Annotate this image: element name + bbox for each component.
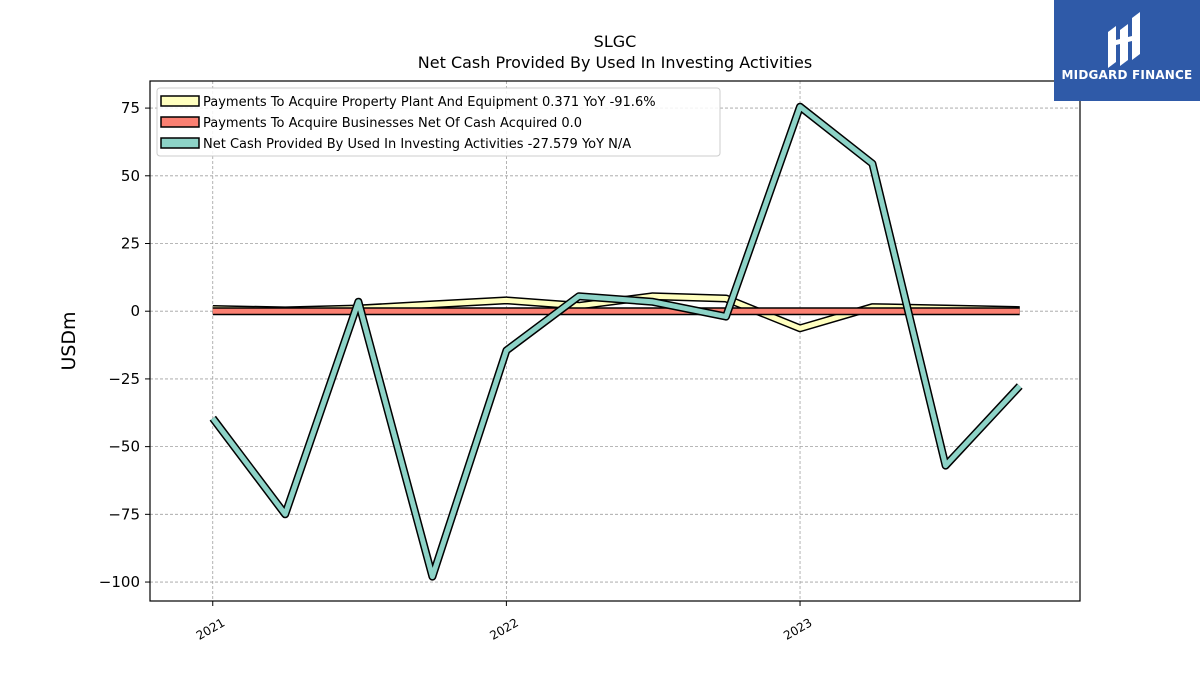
x-tick-label: 2021 (194, 615, 227, 642)
legend-swatch (160, 95, 200, 107)
y-tick-label: −100 (99, 573, 140, 591)
grid (150, 81, 1080, 601)
series-layer (209, 102, 1023, 581)
y-tick-label: 75 (121, 99, 140, 117)
y-tick-label: −75 (108, 505, 140, 523)
series-3 (209, 102, 1023, 581)
legend-swatch (160, 116, 200, 128)
y-tick-label: 50 (121, 167, 140, 185)
y-tick-label: −25 (108, 370, 140, 388)
legend-entry: Payments To Acquire Businesses Net Of Ca… (203, 116, 582, 131)
series-line (210, 104, 1022, 580)
brand-logo: MIDGARD FINANCE (1054, 0, 1200, 101)
legend: Payments To Acquire Property Plant And E… (156, 87, 721, 157)
legend-entry: Payments To Acquire Property Plant And E… (203, 95, 656, 110)
x-tick-label: 2023 (781, 615, 814, 642)
x-tick-label: 2022 (487, 615, 520, 642)
y-axis-label: USDm (58, 311, 80, 370)
chart-subtitle: Net Cash Provided By Used In Investing A… (418, 53, 812, 72)
series-line-outline (209, 102, 1023, 581)
y-tick-label: 25 (121, 235, 140, 253)
chart-title: SLGC (594, 32, 637, 51)
y-tick-label: 0 (130, 302, 140, 320)
axes: 75 50 25 0 −25 −50 −75 −100 2021 2022 2023 (99, 99, 815, 643)
legend-swatch (160, 137, 200, 149)
brand-name: MIDGARD FINANCE (1061, 68, 1193, 82)
legend-entry: Net Cash Provided By Used In Investing A… (203, 137, 631, 152)
logo-mark-icon (1108, 12, 1140, 68)
legend-box (156, 87, 721, 157)
plot-frame (149, 80, 1081, 602)
y-tick-label: −50 (108, 438, 140, 456)
